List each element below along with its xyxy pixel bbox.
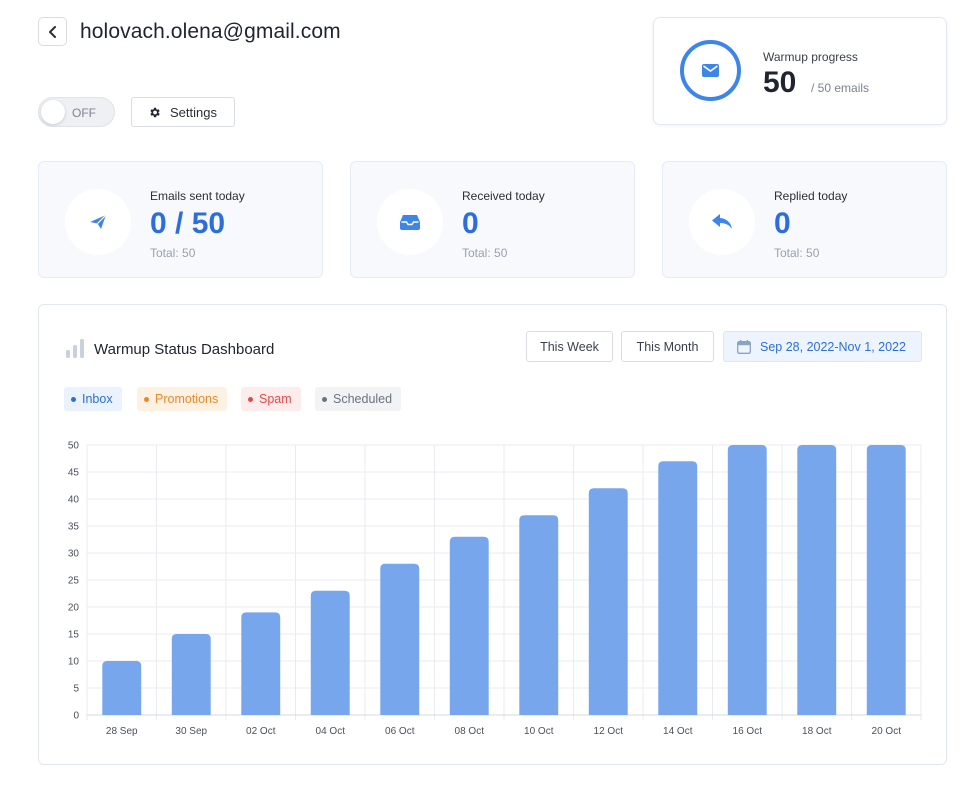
y-tick-label: 0 bbox=[73, 711, 79, 722]
chart-bar[interactable] bbox=[241, 612, 281, 715]
chart-bar[interactable] bbox=[658, 461, 698, 715]
date-range-picker[interactable]: Sep 28, 2022-Nov 1, 2022 bbox=[723, 331, 922, 362]
chart-bar[interactable] bbox=[797, 445, 837, 715]
calendar-icon bbox=[737, 339, 751, 354]
stat-card-sent: Emails sent today 0 / 50 Total: 50 bbox=[38, 161, 323, 278]
x-tick-label: 12 Oct bbox=[594, 726, 624, 737]
bar-chart-icon bbox=[66, 339, 84, 358]
y-tick-label: 45 bbox=[68, 468, 80, 479]
back-button[interactable] bbox=[38, 17, 67, 46]
envelope-icon bbox=[702, 64, 719, 77]
x-tick-label: 16 Oct bbox=[733, 726, 763, 737]
x-tick-label: 02 Oct bbox=[246, 726, 276, 737]
chart-bar[interactable] bbox=[519, 515, 559, 715]
legend-label: Inbox bbox=[82, 392, 113, 406]
stat-label: Replied today bbox=[774, 189, 848, 203]
legend-dot bbox=[248, 396, 253, 402]
progress-ring bbox=[680, 40, 741, 101]
chevron-left-icon bbox=[48, 25, 56, 38]
x-tick-label: 18 Oct bbox=[802, 726, 832, 737]
progress-label: Warmup progress bbox=[763, 50, 858, 64]
warmup-progress-card: Warmup progress 50 / 50 emails bbox=[653, 17, 947, 125]
stat-label: Emails sent today bbox=[150, 189, 245, 203]
stat-value: 0 bbox=[462, 207, 479, 240]
stat-value: 0 / 50 bbox=[150, 207, 226, 240]
y-tick-label: 30 bbox=[68, 549, 80, 560]
warmup-toggle[interactable]: OFF bbox=[38, 97, 115, 127]
chart-bar[interactable] bbox=[449, 536, 489, 715]
legend-dot bbox=[144, 396, 149, 402]
stat-label: Received today bbox=[462, 189, 545, 203]
toggle-knob bbox=[41, 100, 65, 124]
date-range-text: Sep 28, 2022-Nov 1, 2022 bbox=[760, 339, 906, 354]
x-tick-label: 06 Oct bbox=[385, 726, 415, 737]
legend-dot bbox=[71, 396, 76, 402]
x-tick-label: 10 Oct bbox=[524, 726, 554, 737]
legend-spam[interactable]: Spam bbox=[241, 387, 301, 411]
chart-bar[interactable] bbox=[866, 445, 906, 715]
legend-label: Promotions bbox=[155, 392, 219, 406]
stat-total: Total: 50 bbox=[774, 246, 820, 260]
paper-plane-icon bbox=[90, 214, 107, 229]
y-tick-label: 25 bbox=[68, 576, 80, 587]
warmup-status-dashboard: Warmup Status Dashboard This Week This M… bbox=[38, 304, 947, 765]
dashboard-title: Warmup Status Dashboard bbox=[94, 341, 275, 358]
gear-icon bbox=[150, 107, 160, 117]
chart-bar[interactable] bbox=[102, 661, 142, 715]
x-tick-label: 30 Sep bbox=[175, 726, 207, 737]
stat-total: Total: 50 bbox=[150, 246, 196, 260]
chart-bar[interactable] bbox=[171, 634, 211, 715]
chart-bar[interactable] bbox=[727, 445, 767, 715]
legend-inbox[interactable]: Inbox bbox=[64, 387, 122, 411]
progress-total: / 50 emails bbox=[811, 81, 870, 95]
this-week-button[interactable]: This Week bbox=[526, 331, 613, 362]
warmup-bar-chart: 0 5 10 15 20 25 30 35 40 45 50 28 Sep 30 Sep 02 Oct 04… bbox=[68, 441, 922, 737]
stat-value: 0 bbox=[774, 207, 791, 240]
x-tick-label: 28 Sep bbox=[106, 726, 138, 737]
y-tick-label: 35 bbox=[68, 522, 80, 533]
progress-value: 50 bbox=[763, 66, 797, 99]
x-tick-label: 14 Oct bbox=[663, 726, 693, 737]
y-tick-label: 40 bbox=[68, 495, 80, 506]
stat-card-replied: Replied today 0 Total: 50 bbox=[662, 161, 947, 278]
legend-label: Scheduled bbox=[333, 392, 393, 406]
y-tick-label: 20 bbox=[68, 603, 80, 614]
inbox-tray-icon bbox=[400, 214, 420, 230]
x-tick-label: 20 Oct bbox=[872, 726, 902, 737]
toggle-label: OFF bbox=[72, 106, 96, 120]
stat-icon-wrap bbox=[377, 189, 443, 255]
legend-promotions[interactable]: Promotions bbox=[137, 387, 228, 411]
x-tick-label: 04 Oct bbox=[316, 726, 346, 737]
chart-bar[interactable] bbox=[380, 563, 420, 715]
y-tick-label: 15 bbox=[68, 630, 80, 641]
y-tick-label: 5 bbox=[73, 684, 79, 695]
chart-bar[interactable] bbox=[310, 590, 350, 715]
y-tick-label: 50 bbox=[68, 441, 80, 452]
this-month-button[interactable]: This Month bbox=[621, 331, 714, 362]
settings-button[interactable]: Settings bbox=[131, 97, 235, 127]
stat-card-received: Received today 0 Total: 50 bbox=[350, 161, 635, 278]
legend-dot bbox=[322, 396, 327, 402]
y-tick-label: 10 bbox=[68, 657, 80, 668]
stat-total: Total: 50 bbox=[462, 246, 508, 260]
settings-label: Settings bbox=[170, 104, 217, 120]
reply-arrow-icon bbox=[712, 214, 732, 229]
x-tick-label: 08 Oct bbox=[455, 726, 485, 737]
legend-scheduled[interactable]: Scheduled bbox=[315, 387, 402, 411]
page-title: holovach.olena@gmail.com bbox=[80, 20, 341, 43]
legend-label: Spam bbox=[259, 392, 292, 406]
stat-icon-wrap bbox=[689, 189, 755, 255]
stat-icon-wrap bbox=[65, 189, 131, 255]
chart-bar[interactable] bbox=[588, 488, 628, 715]
